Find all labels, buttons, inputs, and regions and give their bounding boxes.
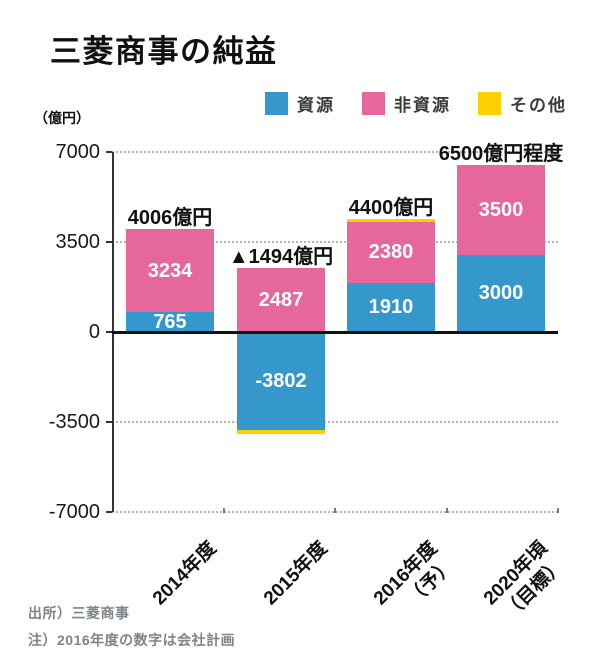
bar-segment-資源-2020年頃（目標） [457, 254, 545, 332]
segment-value-label: 3234 [147, 259, 193, 282]
bar-segment-その他-2016年度（予） [347, 218, 435, 222]
bar-segment-非資源-2015年度 [237, 268, 325, 332]
y-tick-label-7000: 7000 [55, 141, 101, 163]
x-tick-mark [445, 508, 448, 513]
bar-segment-非資源-2014年度 [126, 229, 214, 313]
x-tick-mark [557, 508, 559, 513]
bar-segment-非資源-2016年度（予） [347, 221, 435, 283]
legend-swatch-icon [362, 92, 385, 115]
segment-value-label: 2380 [368, 241, 414, 264]
y-tick-label-0: 0 [88, 321, 100, 343]
legend-label: 非資源 [394, 96, 451, 115]
y-tick-mark [106, 421, 112, 423]
bar-total-label: 4006億円 [127, 207, 213, 230]
source-note: 出所）三菱商事 [28, 605, 130, 621]
y-tick-mark [106, 331, 112, 333]
segment-value-label: 3500 [478, 198, 524, 221]
legend-item-非資源: 非資源 [362, 91, 451, 116]
legend-item-資源: 資源 [265, 91, 335, 116]
bar-segment-非資源-2020年頃（目標） [457, 164, 545, 255]
segment-value-label: 765 [153, 311, 187, 334]
y-tick-label--3500: -3500 [48, 411, 100, 433]
segment-value-label: -3802 [255, 369, 307, 392]
x-tick-mark [222, 508, 225, 513]
zero-baseline [112, 330, 558, 334]
x-axis-label-2020年頃（目標）: 2020年頃 （目標） [479, 537, 569, 624]
bar-segment-その他-2015年度 [237, 429, 325, 435]
bar-segment-資源-2016年度（予） [347, 282, 435, 332]
y-tick-mark [106, 511, 112, 513]
segment-value-label: 1910 [368, 296, 414, 319]
y-tick-label-3500: 3500 [55, 231, 101, 253]
y-tick-mark [106, 241, 112, 243]
chart-title: 三菱商事の純益 [50, 34, 278, 69]
bar-segment-資源-2014年度 [126, 312, 214, 332]
gridline-3500 [112, 241, 558, 243]
bar-total-label: 6500億円程度 [438, 142, 564, 165]
legend: 資源 非資源 その他 [265, 91, 567, 116]
gridline-7000 [112, 151, 558, 153]
bar-total-label: ▲1494億円 [228, 246, 334, 269]
legend-swatch-icon [478, 92, 501, 115]
footnote: 注）2016年度の数字は会社計画 [28, 632, 236, 648]
segment-value-label: 2487 [258, 289, 304, 312]
y-axis-unit-label: （億円） [34, 110, 90, 126]
y-tick-label--7000: -7000 [48, 501, 100, 523]
legend-label: その他 [510, 96, 567, 115]
legend-swatch-icon [265, 92, 288, 115]
x-tick-mark [334, 508, 336, 513]
segment-value-label: 3000 [478, 282, 524, 305]
bar-segment-資源-2015年度 [237, 332, 325, 430]
legend-label: 資源 [297, 96, 335, 115]
y-tick-mark [106, 151, 112, 153]
bar-total-label: 4400億円 [348, 196, 434, 219]
legend-item-その他: その他 [478, 91, 567, 116]
gridline--3500 [112, 421, 558, 423]
